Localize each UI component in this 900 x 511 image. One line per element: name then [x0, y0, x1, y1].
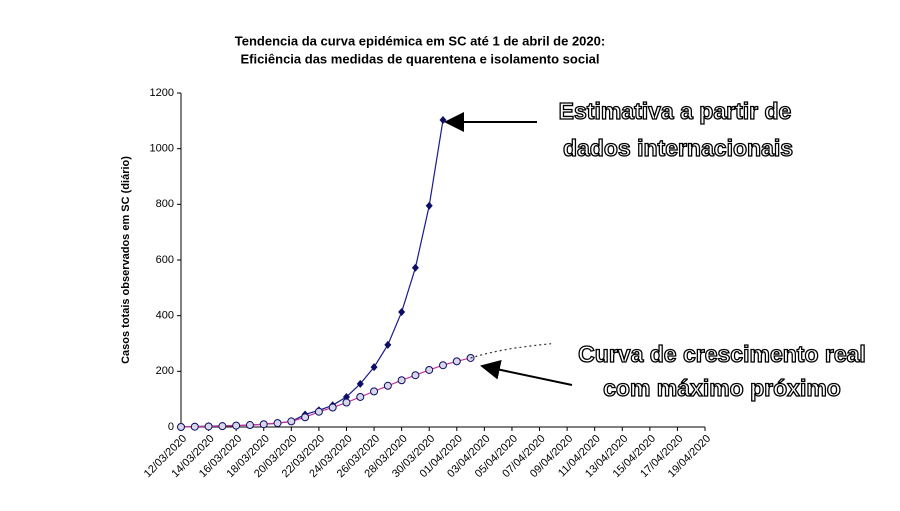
data-point: [328, 403, 337, 412]
arrow: [480, 359, 573, 386]
data-point: [398, 308, 406, 317]
data-point: [439, 115, 447, 124]
data-point: [356, 379, 364, 388]
data-point: [370, 387, 379, 396]
annotation: com máximo próximo: [603, 375, 841, 401]
data-point: [452, 357, 461, 366]
data-point: [425, 201, 433, 210]
y-tick-label: 800: [156, 198, 174, 210]
data-point: [383, 381, 392, 390]
data-point: [411, 263, 419, 272]
data-point: [232, 421, 241, 430]
data-point: [301, 413, 310, 422]
data-point: [439, 361, 447, 370]
data-point: [425, 365, 434, 374]
y-tick-label: 0: [168, 421, 174, 433]
y-tick-label: 1000: [150, 143, 174, 155]
data-point: [342, 398, 351, 407]
annotation: Estimativa a partir de: [559, 98, 792, 124]
y-tick-label: 600: [156, 254, 174, 266]
annotation: Curva de crescimento real: [578, 341, 866, 367]
data-point: [204, 422, 213, 431]
series-line: [180, 357, 471, 428]
data-point: [411, 371, 420, 380]
series-line: [470, 342, 554, 359]
chart-title: Tendencia da curva epidémica em SC até 1…: [235, 33, 605, 48]
data-point: [397, 376, 406, 385]
data-point: [384, 340, 392, 349]
chart-subtitle: Eficiência das medidas de quarentena e i…: [240, 51, 599, 66]
y-tick-label: 200: [156, 365, 174, 377]
y-axis-label: Casos totais observados em SC (diário): [120, 156, 132, 364]
data-point: [259, 420, 268, 429]
data-point: [287, 417, 296, 426]
data-point: [273, 419, 282, 428]
annotation: dados internacionais: [563, 135, 793, 161]
data-point: [356, 392, 365, 401]
y-tick-label: 400: [156, 310, 174, 322]
data-point: [370, 363, 378, 372]
data-point: [314, 407, 323, 416]
data-point: [218, 422, 227, 431]
data-point: [245, 421, 254, 430]
data-point: [190, 422, 199, 431]
data-point: [177, 423, 185, 431]
y-tick-label: 1200: [150, 87, 174, 99]
